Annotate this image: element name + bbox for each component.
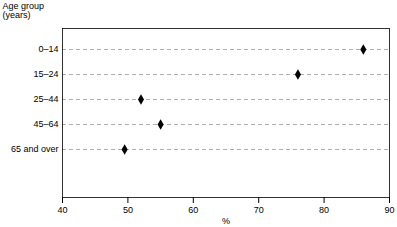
svg-text:65 and over: 65 and over (11, 144, 59, 154)
svg-text:90: 90 (384, 205, 394, 215)
svg-text:70: 70 (254, 205, 264, 215)
svg-text:Age group(years): Age group(years) (3, 1, 45, 20)
svg-text:25–44: 25–44 (33, 94, 58, 104)
svg-text:45–64: 45–64 (33, 119, 58, 129)
svg-text:%: % (222, 216, 230, 226)
svg-text:60: 60 (188, 205, 198, 215)
svg-text:50: 50 (123, 205, 133, 215)
svg-text:80: 80 (319, 205, 329, 215)
svg-text:15–24: 15–24 (33, 69, 58, 79)
svg-text:40: 40 (57, 205, 67, 215)
svg-text:0–14: 0–14 (38, 44, 58, 54)
